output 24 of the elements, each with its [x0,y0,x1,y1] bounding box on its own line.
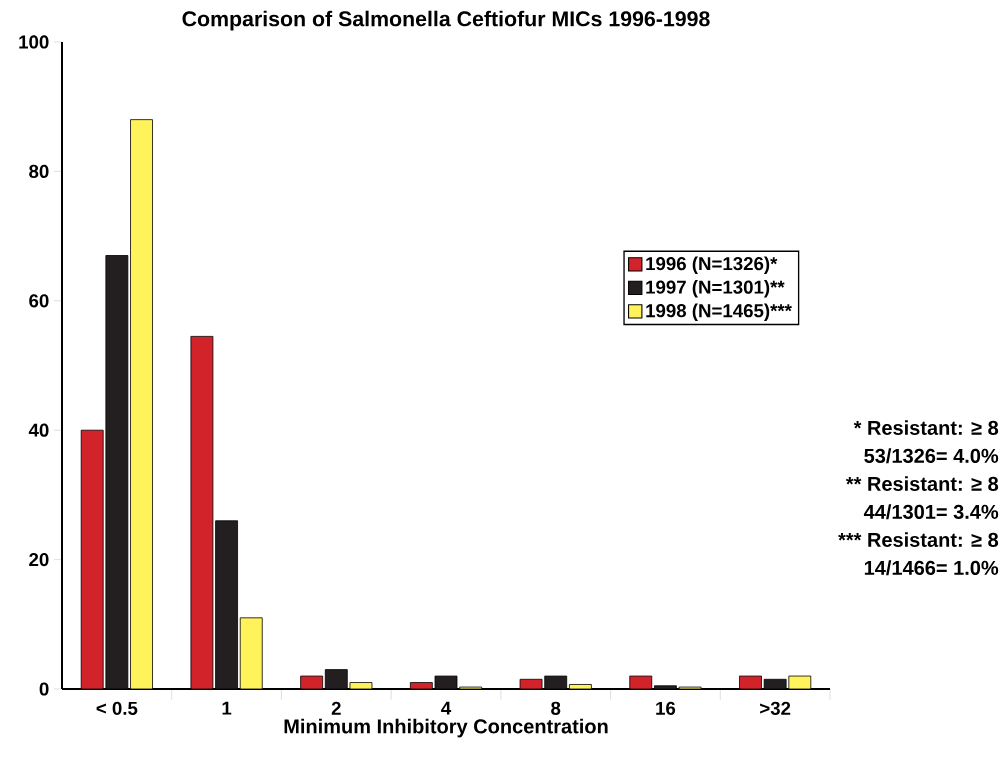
legend-label: 1997 (N=1301)** [646,280,785,298]
y-tick-label: 80 [29,164,49,179]
text: * Resistant: ≥ 8 [853,420,999,435]
x-tick-label: 4 [441,701,452,715]
x-tick-label: < 0.5 [96,701,138,715]
x-tick-label: 2 [331,701,341,715]
y-tick-label: 20 [29,552,49,567]
text: 44/1301= 3.4% [863,504,999,520]
text: ** Resistant: ≥ 8 [845,476,999,491]
text: *** Resistant: ≥ 8 [838,532,999,547]
x-tick-label: 8 [551,701,561,715]
y-tick-label: 0 [39,682,49,696]
x-tick-label: >32 [760,701,791,715]
chart-title: Comparison of Salmonella Ceftiofur MICs 1996-1998 [182,10,710,31]
y-tick-label: 60 [29,294,49,308]
text: 53/1326= 4.0% [864,448,999,464]
x-tick-label: 1 [222,701,232,715]
x-axis-title: Minimum Inhibitory Concentration [284,718,608,738]
legend-label: 1996 (N=1326)* [646,256,778,274]
x-tick-label: 16 [656,701,676,715]
y-tick-label: 40 [28,423,49,437]
y-tick-label: 100 [19,35,49,49]
text: 14/1466= 1.0% [864,560,999,576]
legend-label: 1998 (N=1465)*** [646,303,792,322]
